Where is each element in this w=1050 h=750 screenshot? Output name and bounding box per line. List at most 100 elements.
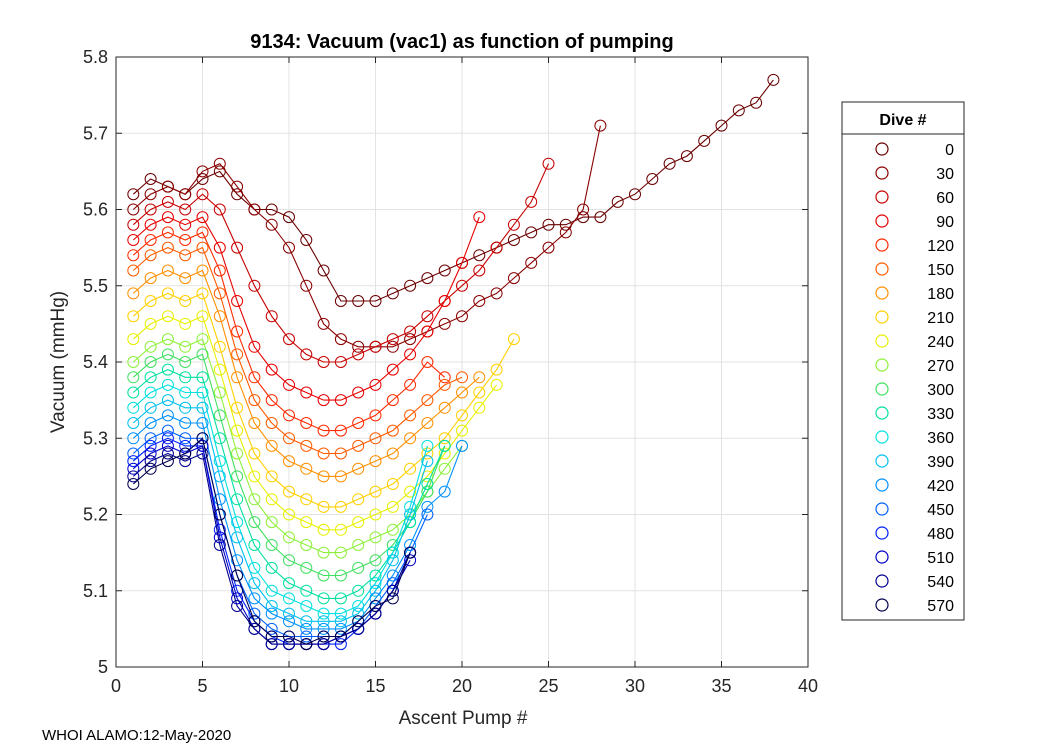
legend-label: 510 (927, 550, 954, 567)
data-point (404, 508, 417, 521)
data-point (265, 630, 278, 643)
data-point (144, 188, 157, 201)
data-point (179, 401, 192, 414)
data-point (438, 485, 451, 498)
data-point (421, 500, 434, 513)
data-point (317, 500, 330, 513)
y-tick-label: 5 (98, 657, 108, 677)
data-point (317, 630, 330, 643)
data-point (490, 378, 503, 391)
legend-marker (875, 166, 889, 180)
data-point (715, 119, 728, 132)
data-point (300, 539, 313, 551)
data-point (283, 333, 295, 346)
data-point (265, 607, 278, 620)
data-point (404, 279, 417, 292)
data-point (386, 333, 399, 346)
legend-marker (875, 598, 889, 612)
data-point (179, 317, 192, 330)
legend-label: 480 (927, 526, 954, 543)
data-point (300, 234, 313, 246)
data-point (231, 493, 244, 506)
data-point (473, 386, 486, 399)
series-dive-180 (127, 264, 486, 483)
data-point (127, 447, 140, 460)
series-line (132, 216, 480, 401)
data-point (265, 584, 278, 597)
data-point (265, 539, 278, 551)
x-tick-label: 5 (197, 676, 207, 696)
data-point (369, 600, 382, 612)
data-point (179, 386, 192, 399)
legend-entry: 0 (875, 142, 954, 159)
data-point (300, 386, 313, 399)
data-point (334, 546, 347, 559)
data-point (179, 447, 192, 460)
data-point (248, 622, 261, 635)
y-tick-label: 5.5 (83, 276, 108, 296)
data-point (283, 455, 295, 468)
data-point (369, 569, 382, 582)
data-point (161, 348, 174, 361)
data-point (421, 478, 434, 490)
data-point (265, 600, 278, 612)
data-point (213, 508, 226, 521)
series-line (132, 231, 446, 432)
legend-entry: 450 (875, 502, 954, 519)
data-point (127, 432, 140, 445)
data-point (179, 249, 192, 262)
data-point (473, 249, 486, 262)
data-point (196, 241, 209, 254)
data-point (179, 356, 192, 368)
legend-marker (875, 574, 889, 588)
legend-label: 420 (927, 478, 954, 495)
data-point (283, 554, 295, 567)
data-point (438, 401, 451, 414)
data-point (663, 157, 676, 170)
data-point (421, 325, 434, 338)
data-point (248, 371, 261, 384)
data-point (438, 317, 451, 330)
data-point (179, 203, 192, 216)
data-point (265, 417, 278, 429)
data-point (161, 241, 174, 254)
data-point (231, 516, 244, 529)
data-point (507, 272, 520, 285)
data-point (127, 356, 140, 368)
data-point (490, 241, 503, 254)
legend-label: 120 (927, 238, 954, 255)
data-point (196, 287, 209, 300)
data-point (127, 401, 140, 414)
data-point (283, 211, 295, 224)
data-point (334, 638, 347, 651)
data-point (196, 264, 209, 277)
series-line (132, 353, 446, 577)
series-line (132, 246, 463, 455)
data-point (300, 516, 313, 529)
data-point (300, 462, 313, 475)
legend-label: 60 (936, 190, 954, 207)
data-point (248, 607, 261, 620)
data-point (404, 409, 417, 422)
data-point (334, 295, 347, 307)
legend-entry: 120 (875, 238, 954, 255)
data-point (283, 577, 295, 590)
data-point (369, 607, 382, 620)
legend-marker (875, 406, 889, 420)
legend-marker (875, 454, 889, 468)
data-point (213, 264, 226, 277)
x-tick-label: 15 (365, 676, 385, 696)
series-line (132, 452, 411, 645)
series-dive-360 (127, 378, 434, 620)
legend-entry: 330 (875, 406, 954, 423)
data-point (334, 607, 347, 620)
data-point (352, 348, 365, 361)
data-point (231, 325, 244, 338)
legend-entry: 270 (875, 358, 954, 375)
legend-label: 30 (936, 166, 954, 183)
data-point (369, 531, 382, 544)
data-point (594, 119, 607, 132)
legend-label: 570 (927, 598, 954, 615)
footer-credit: WHOI ALAMO:12-May-2020 (42, 727, 232, 744)
legend-marker (875, 190, 889, 204)
